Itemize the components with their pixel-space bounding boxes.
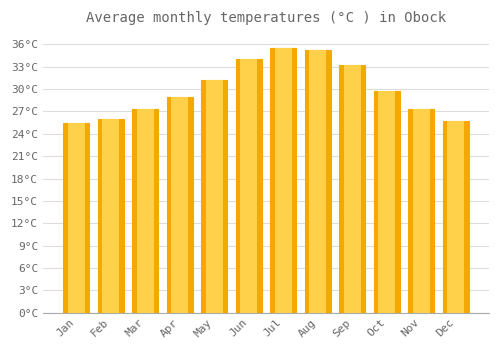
Bar: [344, 65, 360, 313]
Bar: [132, 109, 158, 313]
Bar: [408, 109, 434, 313]
Bar: [275, 48, 291, 313]
Bar: [137, 109, 154, 313]
Bar: [166, 97, 192, 313]
Bar: [172, 97, 188, 313]
Bar: [236, 59, 262, 313]
Bar: [374, 91, 400, 313]
Bar: [68, 122, 84, 313]
Bar: [63, 122, 89, 313]
Bar: [240, 59, 257, 313]
Bar: [448, 121, 464, 313]
Bar: [442, 121, 468, 313]
Bar: [102, 119, 119, 313]
Bar: [310, 50, 326, 313]
Bar: [339, 65, 365, 313]
Bar: [304, 50, 330, 313]
Bar: [98, 119, 124, 313]
Bar: [201, 80, 227, 313]
Bar: [206, 80, 222, 313]
Title: Average monthly temperatures (°C ) in Obock: Average monthly temperatures (°C ) in Ob…: [86, 11, 446, 25]
Bar: [378, 91, 395, 313]
Bar: [413, 109, 430, 313]
Bar: [270, 48, 296, 313]
